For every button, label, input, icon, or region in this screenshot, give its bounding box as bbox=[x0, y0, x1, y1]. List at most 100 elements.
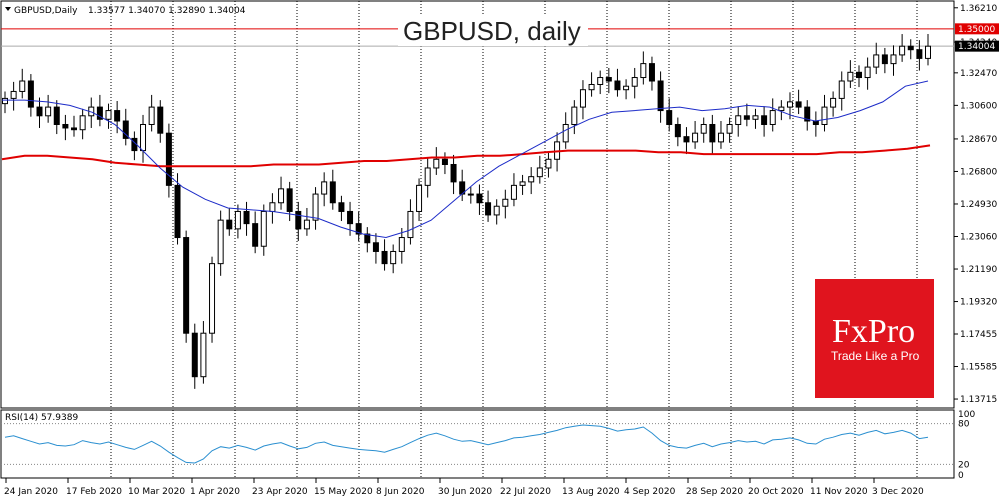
candle bbox=[96, 94, 103, 127]
candle bbox=[364, 227, 371, 253]
rsi-label: RSI(14) 57.9389 bbox=[5, 413, 78, 423]
candle bbox=[209, 256, 216, 343]
candle-body-bull bbox=[148, 106, 155, 125]
candle-body-bear bbox=[605, 77, 612, 82]
fxpro-logo: FxPro Trade Like a Pro bbox=[815, 279, 934, 398]
candle-body-bull bbox=[519, 181, 526, 186]
x-tick-label: 17 Feb 2020 bbox=[66, 487, 122, 497]
candle bbox=[838, 71, 845, 111]
candle-body-bull bbox=[821, 106, 828, 125]
candle bbox=[252, 211, 259, 254]
candle bbox=[735, 106, 742, 137]
candle-body-bull bbox=[234, 210, 241, 230]
candle bbox=[510, 173, 517, 207]
candle bbox=[226, 207, 233, 236]
candle-body-bear bbox=[329, 181, 336, 204]
fxpro-brand-name: FxPro bbox=[832, 313, 915, 350]
candle bbox=[855, 65, 862, 88]
x-axis: 24 Jan 2020 17 Feb 2020 10 Mar 2020 1 Apr 2… bbox=[4, 478, 924, 497]
candle bbox=[19, 68, 26, 99]
candle bbox=[234, 204, 241, 239]
candle-body-bull bbox=[735, 115, 742, 125]
candle bbox=[165, 123, 172, 198]
candle bbox=[899, 34, 906, 62]
x-tick-label: 1 Apr 2020 bbox=[190, 487, 240, 497]
candle-body-bear bbox=[62, 123, 69, 129]
candle bbox=[355, 211, 362, 242]
candle bbox=[717, 121, 724, 149]
candle-body-bear bbox=[174, 184, 181, 239]
candle bbox=[183, 230, 190, 343]
candle-body-bull bbox=[493, 205, 500, 216]
candle-body-bull bbox=[864, 66, 871, 79]
candle-body-bull bbox=[588, 83, 595, 91]
candle bbox=[416, 178, 423, 222]
x-tick-label: 22 Jul 2020 bbox=[500, 487, 551, 497]
candle bbox=[407, 199, 414, 245]
candle bbox=[62, 114, 69, 141]
candle bbox=[666, 98, 673, 132]
candle-body-bull bbox=[407, 210, 414, 239]
candle-body-bear bbox=[27, 80, 34, 108]
candle-body-bull bbox=[717, 132, 724, 143]
candle bbox=[424, 158, 431, 198]
candle-body-bear bbox=[347, 210, 354, 225]
candle-body-bear bbox=[614, 80, 621, 91]
x-tick-label: 11 Nov 2020 bbox=[810, 487, 868, 497]
candle-body-bear bbox=[252, 223, 259, 247]
candle bbox=[312, 187, 319, 230]
candle bbox=[752, 108, 759, 129]
candle-body-bear bbox=[441, 158, 448, 165]
candle-body-bull bbox=[579, 89, 586, 108]
candle bbox=[45, 94, 52, 123]
candle bbox=[683, 127, 690, 155]
candle-body-bull bbox=[700, 123, 707, 134]
candle-body-bear bbox=[165, 132, 172, 186]
y-tick-label: 1.32470 bbox=[960, 69, 997, 79]
candle bbox=[398, 227, 405, 264]
rsi-level-label: 0 bbox=[958, 471, 964, 481]
candle bbox=[105, 103, 112, 129]
candle-body-bull bbox=[10, 90, 17, 99]
y-tick-label: 1.17455 bbox=[960, 330, 997, 340]
candle-body-bear bbox=[648, 63, 655, 82]
candle bbox=[217, 210, 224, 276]
candle bbox=[726, 117, 733, 143]
candle-body-bear bbox=[804, 106, 811, 122]
rsi-panel-frame bbox=[0, 409, 955, 479]
candle-body-bull bbox=[925, 45, 931, 59]
candle-body-bear bbox=[372, 242, 379, 252]
candle bbox=[79, 108, 86, 140]
candle bbox=[605, 67, 612, 94]
x-tick-label: 23 Apr 2020 bbox=[252, 487, 308, 497]
y-tick-label: 1.19320 bbox=[960, 298, 997, 308]
x-tick-label: 20 Oct 2020 bbox=[748, 487, 804, 497]
collapse-triangle-icon[interactable] bbox=[5, 7, 11, 11]
y-tick-label: 1.24930 bbox=[960, 200, 997, 210]
candle-body-bull bbox=[510, 184, 517, 200]
candle-body-bull bbox=[217, 219, 224, 265]
candle bbox=[890, 45, 897, 76]
candle-body-bull bbox=[209, 263, 216, 334]
x-tick-label: 13 Aug 2020 bbox=[562, 487, 620, 497]
candle bbox=[243, 201, 250, 236]
candle bbox=[631, 67, 638, 99]
candle-body-bull bbox=[303, 219, 310, 230]
candle-body-bull bbox=[571, 106, 578, 125]
candle-body-bull bbox=[398, 237, 405, 252]
chart-title: GBPUSD, daily bbox=[403, 16, 581, 46]
candle-body-bear bbox=[243, 210, 250, 225]
candle bbox=[502, 189, 509, 219]
candle-body-bear bbox=[338, 202, 345, 212]
candle bbox=[545, 152, 552, 178]
candle-body-bear bbox=[657, 80, 664, 112]
candle-body-bull bbox=[752, 115, 759, 120]
candle bbox=[519, 174, 526, 195]
candle bbox=[821, 94, 828, 132]
candle bbox=[907, 39, 914, 60]
candle bbox=[321, 172, 328, 207]
candle bbox=[295, 201, 302, 242]
candle-body-bull bbox=[269, 202, 276, 212]
